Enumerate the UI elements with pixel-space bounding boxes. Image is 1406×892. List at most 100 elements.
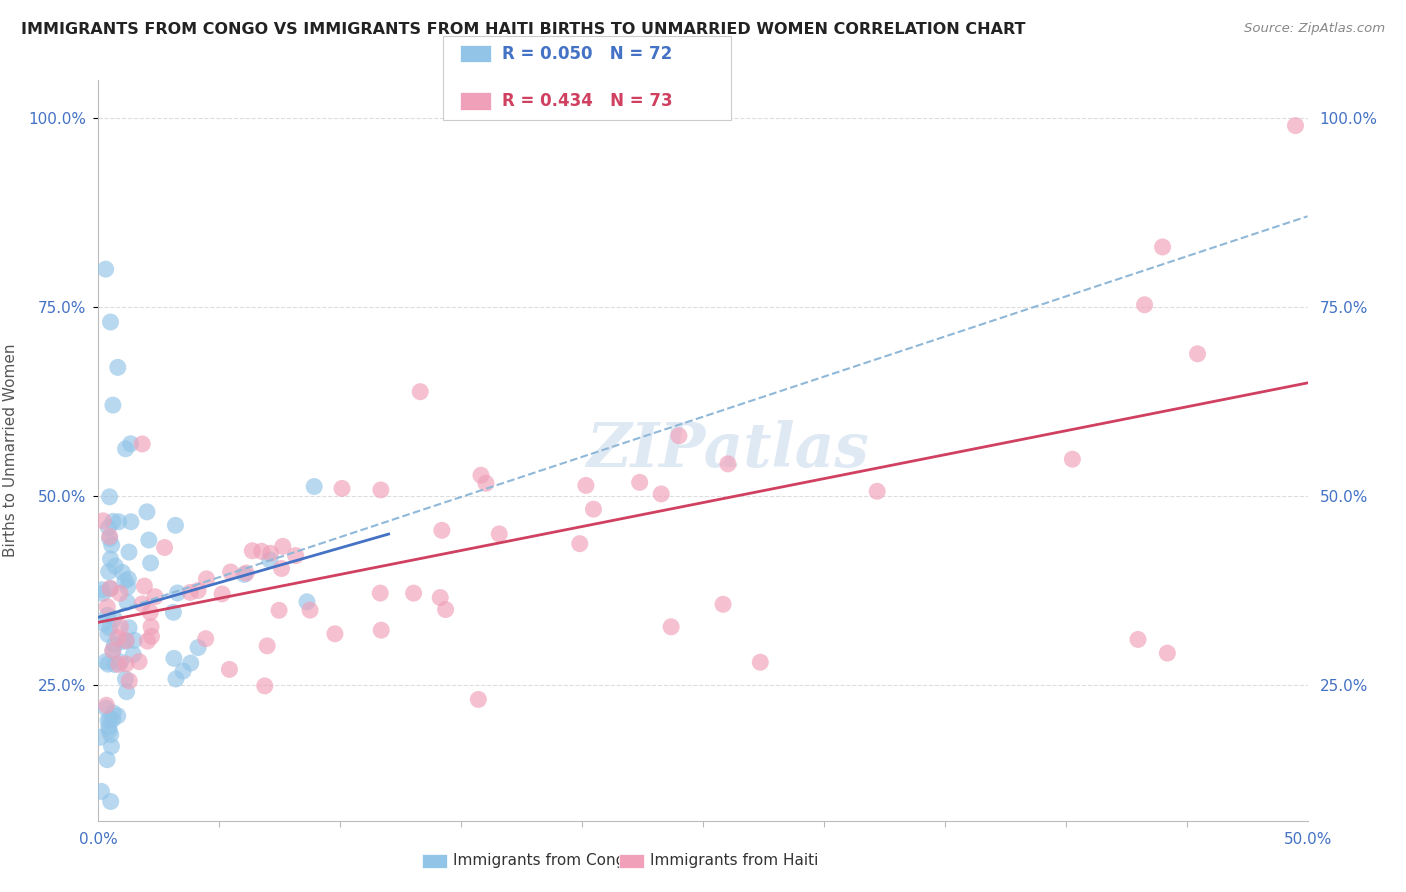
Point xyxy=(100,552,122,566)
Point xyxy=(139,606,162,620)
Point xyxy=(253,679,276,693)
Point xyxy=(434,602,457,616)
Point xyxy=(271,540,294,554)
Point xyxy=(409,384,432,399)
Point xyxy=(233,567,256,582)
Point xyxy=(165,518,187,533)
Point xyxy=(628,475,651,490)
Point xyxy=(259,553,281,567)
Point xyxy=(96,698,118,713)
Point xyxy=(94,701,117,715)
Point xyxy=(98,490,121,504)
Point xyxy=(112,634,135,648)
Point xyxy=(100,538,122,552)
Point xyxy=(103,638,125,652)
Point xyxy=(101,713,124,727)
Point xyxy=(711,597,734,611)
Point xyxy=(100,795,122,809)
Point xyxy=(103,612,125,626)
Point xyxy=(107,360,129,375)
Point xyxy=(115,633,138,648)
Point xyxy=(97,627,120,641)
Point xyxy=(97,714,120,728)
Point xyxy=(94,262,117,277)
Point xyxy=(136,505,159,519)
Point xyxy=(195,572,218,586)
Point xyxy=(115,657,138,671)
Point xyxy=(98,712,121,726)
Point xyxy=(117,580,139,594)
Point xyxy=(131,437,153,451)
Point xyxy=(115,633,138,648)
Point xyxy=(91,616,114,631)
Point xyxy=(90,784,112,798)
Point xyxy=(179,585,201,599)
Point xyxy=(94,655,117,669)
Point xyxy=(163,651,186,665)
Point xyxy=(219,565,242,579)
Y-axis label: Births to Unmarried Women: Births to Unmarried Women xyxy=(3,343,17,558)
Point xyxy=(96,608,118,623)
Point xyxy=(98,532,121,546)
Point xyxy=(141,629,163,643)
Point xyxy=(96,753,118,767)
Point xyxy=(122,648,145,662)
Text: R = 0.050   N = 72: R = 0.050 N = 72 xyxy=(502,45,672,62)
Point xyxy=(153,541,176,555)
Point xyxy=(107,515,129,529)
Point xyxy=(100,582,122,596)
Point xyxy=(100,739,122,754)
Point xyxy=(117,572,139,586)
Point xyxy=(114,574,136,588)
Point xyxy=(429,591,451,605)
Point xyxy=(330,482,353,496)
Point xyxy=(162,605,184,619)
Point xyxy=(475,476,498,491)
Point xyxy=(98,529,121,543)
Point xyxy=(138,533,160,547)
Point xyxy=(235,566,257,580)
Text: R = 0.434   N = 73: R = 0.434 N = 73 xyxy=(502,92,672,110)
Point xyxy=(668,428,690,442)
Point xyxy=(575,478,598,492)
Point xyxy=(139,556,162,570)
Text: Source: ZipAtlas.com: Source: ZipAtlas.com xyxy=(1244,22,1385,36)
Point xyxy=(166,586,188,600)
Point xyxy=(115,595,138,609)
Point xyxy=(172,664,194,678)
Point xyxy=(101,643,124,657)
Point xyxy=(97,657,120,672)
Point xyxy=(120,436,142,450)
Point xyxy=(1126,632,1149,647)
Point xyxy=(430,524,453,538)
Point xyxy=(89,731,111,745)
Point xyxy=(128,655,150,669)
Point xyxy=(1152,240,1174,254)
Point xyxy=(1156,646,1178,660)
Point xyxy=(866,484,889,499)
Text: ZIPatlas: ZIPatlas xyxy=(586,420,869,481)
Point xyxy=(299,603,322,617)
Point xyxy=(488,527,510,541)
Point xyxy=(187,583,209,598)
Point xyxy=(267,603,290,617)
Point xyxy=(250,544,273,558)
Point xyxy=(1062,452,1084,467)
Point xyxy=(139,620,162,634)
Point xyxy=(110,655,132,669)
Point xyxy=(284,549,307,563)
Point xyxy=(165,672,187,686)
Point xyxy=(143,590,166,604)
Point xyxy=(100,315,122,329)
Point xyxy=(1187,347,1209,361)
Text: Immigrants from Congo: Immigrants from Congo xyxy=(453,854,634,868)
Point xyxy=(101,515,124,529)
Point xyxy=(118,621,141,635)
Point xyxy=(187,640,209,655)
Point xyxy=(717,457,740,471)
Point xyxy=(107,631,129,645)
Point xyxy=(136,634,159,648)
Point xyxy=(256,639,278,653)
Point xyxy=(370,623,392,637)
Point xyxy=(111,566,134,580)
